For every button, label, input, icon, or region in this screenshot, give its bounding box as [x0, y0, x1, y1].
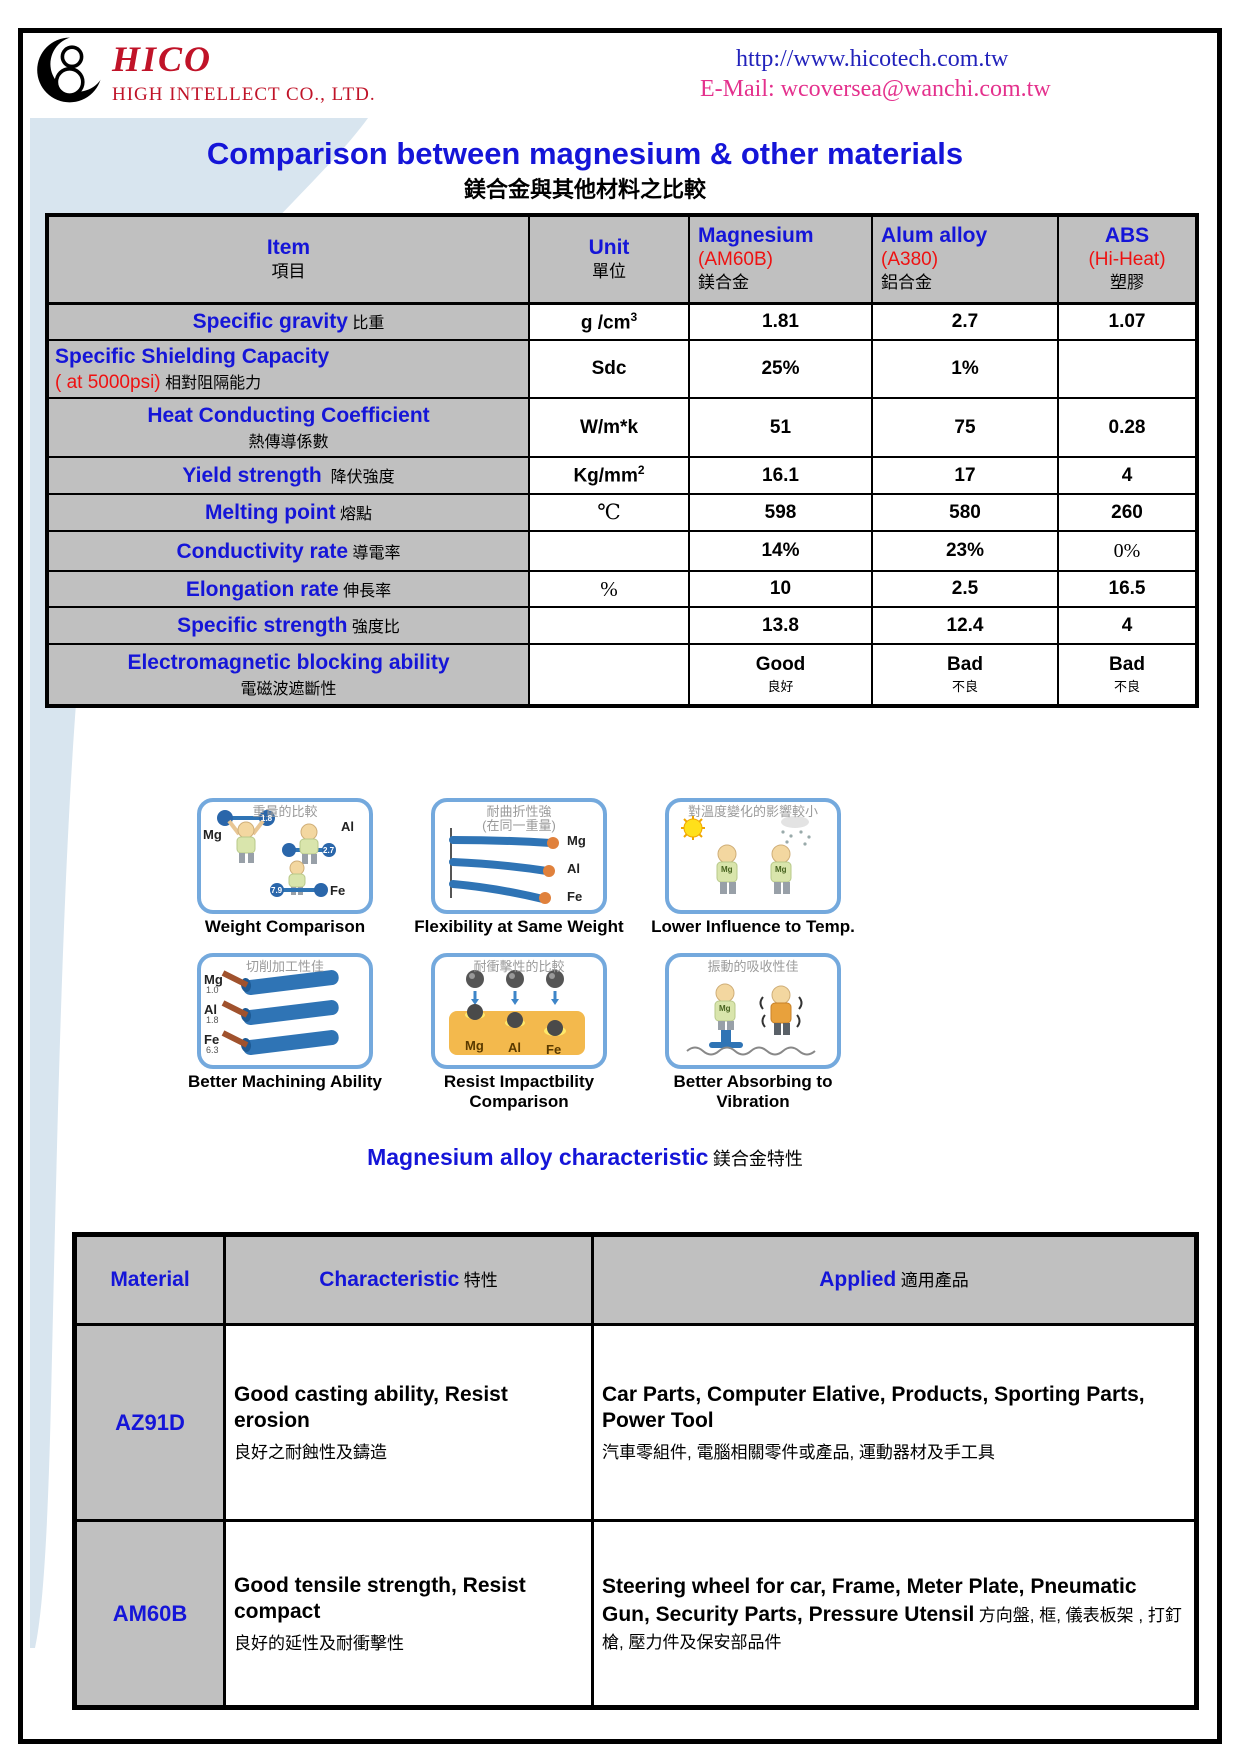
label-mg: Mg	[567, 833, 586, 848]
flexibility-icon	[449, 828, 559, 904]
panel-title-zh: 對溫度變化的影響較小	[687, 804, 818, 819]
table-row: Conductivity rate 導電率 14% 23% 0%	[46, 530, 1198, 572]
website-link[interactable]: http://www.hicotech.com.tw	[736, 46, 1009, 72]
page-title: Comparison between magnesium & other mat…	[206, 136, 964, 171]
page-title-zh: 鎂合金與其他材料之比較	[463, 177, 706, 202]
table-row: AM60B Good tensile strength, Resist comp…	[73, 1519, 1198, 1709]
panel-temperature: 對溫度變化的影響較小	[636, 798, 870, 953]
panel-machining: 切削加工性佳	[168, 953, 402, 1108]
label-fe: Fe	[567, 889, 583, 904]
vibration-icon	[686, 983, 816, 1056]
label-al: Al	[508, 1040, 521, 1055]
panel-title-zh: 耐曲折性強 (在同一重量)	[482, 804, 556, 834]
panel-flexibility: 耐曲折性強 (在同一重量) Mg Al Fe Flexibility at Sam	[402, 798, 636, 953]
material-name: AZ91D	[115, 1409, 185, 1435]
panel-title-zh: 振動的吸收性佳	[707, 959, 799, 974]
header-magnesium: Magnesium (AM60B) 鎂合金	[688, 214, 873, 305]
label-al: Al	[567, 861, 580, 876]
panel-vibration: 振動的吸收性佳	[636, 953, 870, 1111]
table-row: Specific strength 強度比 13.8 12.4 4	[46, 606, 1198, 645]
table-row: Melting point 熔點 ℃ 598 580 260	[46, 493, 1198, 532]
label-al: Al	[341, 819, 354, 834]
header-item: Item 項目	[46, 214, 530, 305]
table-row: Heat Conducting Coefficient 熱傳導係數 W/m*k 5…	[46, 397, 1198, 458]
label-mg: Mg	[203, 827, 222, 842]
table-row: Electromagnetic blocking ability 電磁波遮斷性 G…	[46, 643, 1198, 707]
page-border-frame	[18, 28, 1222, 1744]
panel-caption: Lower Influence to Temp.	[651, 917, 855, 936]
header-applied: Applied 適用產品	[591, 1233, 1198, 1326]
brand-name: HICO	[112, 39, 213, 79]
section2-title: Magnesium alloy characteristic 鎂合金特性	[367, 1144, 803, 1170]
material-name: AM60B	[112, 1600, 188, 1626]
table-row: AZ91D Good casting ability, Resist erosi…	[73, 1323, 1198, 1522]
brand-block: HICO HIGH INTELLECT CO., LTD.	[112, 38, 376, 106]
comparison-table: Item 項目 Unit 單位 Magnesium (AM60B) 鎂合金 Al…	[45, 213, 1199, 708]
panel-weight-comparison: 重量的比較	[168, 798, 402, 953]
table-row: Specific gravity 比重 g /cm3 1.81 2.7 1.07	[46, 302, 1198, 341]
material-table: Material Characteristic 特性 Applied 適用產品 …	[72, 1232, 1199, 1710]
panel-caption: Weight Comparison	[204, 917, 366, 936]
hico-logo-icon	[37, 36, 106, 103]
panel-title-zh: 耐衝擊性的比較	[473, 959, 565, 974]
header-abs: ABS (Hi-Heat) 塑膠	[1057, 214, 1198, 305]
label-fe: Fe	[546, 1042, 562, 1057]
table-header-row: Item 項目 Unit 單位 Magnesium (AM60B) 鎂合金 Al…	[46, 214, 1198, 305]
header-unit: Unit 單位	[528, 214, 690, 305]
header-characteristic: Characteristic 特性	[223, 1233, 594, 1326]
panel-title-zh: 重量的比較	[252, 804, 318, 819]
panel-impact: 耐衝擊性的比較	[402, 953, 636, 1111]
panel-caption: Better Absorbing to Vibration	[673, 1072, 833, 1111]
label-mg: Mg	[465, 1038, 484, 1053]
label-fe: Fe	[330, 883, 346, 898]
table-row: Yield strength 降伏強度 Kg/mm2 16.1 17 4	[46, 456, 1198, 495]
header-alum-alloy: Alum alloy (A380) 鋁合金	[871, 214, 1059, 305]
email-link[interactable]: E-Mail: wcoversea@wanchi.com.tw	[700, 76, 1051, 102]
table-header-row: Material Characteristic 特性 Applied 適用產品	[73, 1233, 1198, 1326]
header-material: Material	[73, 1233, 226, 1326]
brand-subtitle: HIGH INTELLECT CO., LTD.	[112, 84, 376, 105]
table-row: Specific Shielding Capacity ( at 5000psi…	[46, 339, 1198, 399]
table-row: Elongation rate 伸長率 % 10 2.5 16.5	[46, 570, 1198, 608]
temperature-icon	[681, 816, 811, 894]
panel-caption: Better Machining Ability	[188, 1072, 382, 1091]
illustration-panels: 重量的比較	[168, 798, 870, 1111]
impact-icon	[449, 970, 585, 1055]
panel-title-zh: 切削加工性佳	[245, 959, 324, 974]
panel-caption: Flexibility at Same Weight	[414, 917, 624, 936]
panel-caption: Resist Impactbility Comparison	[443, 1072, 595, 1111]
